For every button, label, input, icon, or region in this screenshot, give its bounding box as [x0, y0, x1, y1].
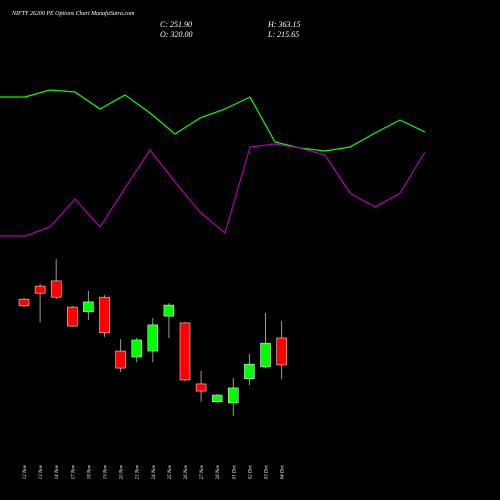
x-tick-label: 01 Dec — [232, 464, 237, 479]
candle-body — [147, 324, 159, 352]
x-tick-label: 26 Nov — [184, 464, 189, 479]
x-tick-label: 18 Nov — [87, 464, 92, 479]
x-tick-label: 27 Nov — [200, 464, 205, 479]
indicator-line — [0, 89, 426, 152]
candle-body — [195, 383, 207, 392]
candle-body — [179, 322, 191, 381]
x-tick-label: 03 Dec — [265, 464, 270, 479]
candle-body — [211, 394, 223, 403]
summary-low: L: 215.65 — [267, 30, 299, 39]
x-tick-label: 13 Nov — [39, 464, 44, 479]
candle-body — [67, 306, 78, 327]
candle-body — [18, 298, 30, 307]
x-tick-label: 12 Nov — [23, 464, 28, 479]
candle-body — [244, 363, 255, 380]
candle-body — [115, 350, 126, 369]
candle-body — [34, 285, 46, 294]
candle-body — [50, 280, 62, 298]
candle-body — [131, 339, 142, 358]
x-tick-label: 17 Nov — [71, 464, 76, 479]
x-tick-label: 20 Nov — [120, 464, 125, 479]
candle-body — [83, 301, 94, 313]
x-tick-label: 21 Nov — [136, 464, 141, 479]
candle-body — [163, 304, 175, 317]
summary-close: C: 251.90 — [160, 20, 192, 29]
candle-body — [99, 296, 110, 334]
indicator-line — [0, 143, 426, 237]
candle-body — [276, 337, 287, 366]
x-tick-label: 02 Dec — [248, 464, 253, 479]
x-tick-label: 14 Nov — [55, 464, 60, 479]
candle-body — [228, 387, 239, 404]
x-tick-label: 04 Dec — [281, 464, 286, 479]
x-tick-label: 25 Nov — [168, 464, 173, 479]
summary-high: H: 363.15 — [267, 20, 300, 29]
candle-body — [260, 342, 271, 368]
chart-title: NIFTY 26200 PE Options Chart MunafaSutra… — [11, 10, 135, 17]
x-tick-label: 19 Nov — [104, 464, 109, 479]
x-tick-label: 28 Nov — [216, 464, 221, 479]
x-tick-label: 24 Nov — [152, 464, 157, 479]
summary-open: O: 320.00 — [160, 30, 192, 39]
